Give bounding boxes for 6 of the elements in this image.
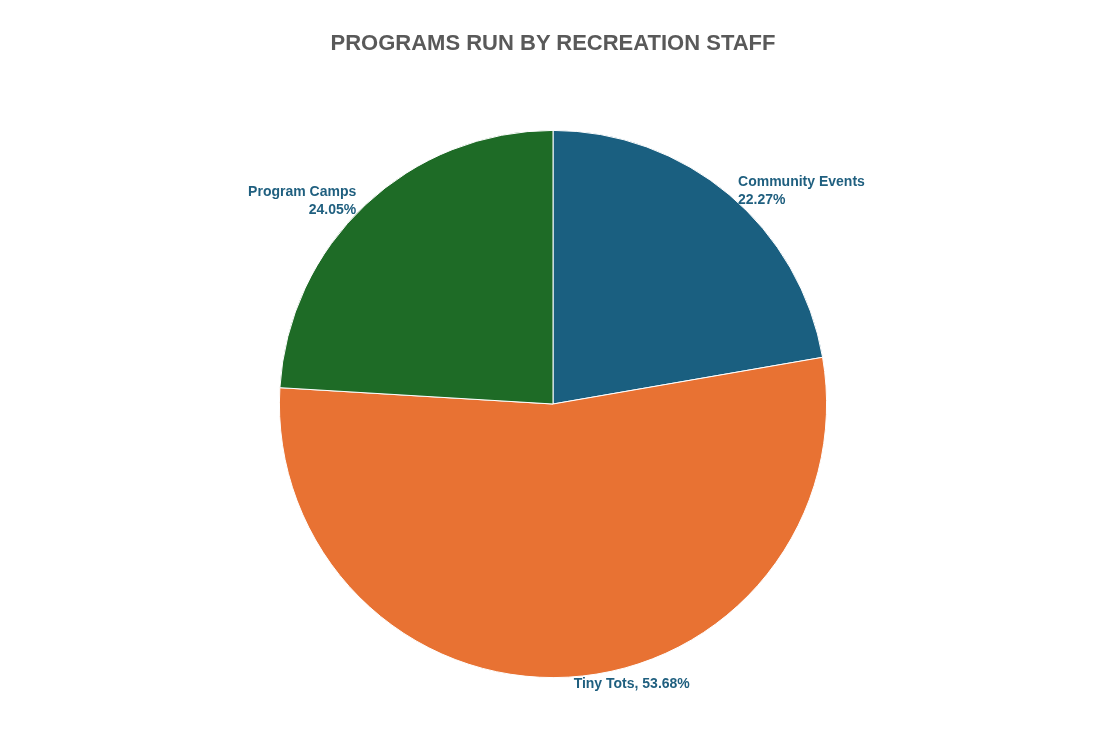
data-label: 24.05% [308,201,357,218]
slice-label: Tiny Tots, 53.68% [573,675,691,692]
slice-label: Community Events [738,173,866,190]
data-label: 22.27% [738,191,787,208]
slice-label: Program Camps [248,183,357,200]
chart-title: PROGRAMS RUN BY RECREATION STAFF [330,29,776,55]
